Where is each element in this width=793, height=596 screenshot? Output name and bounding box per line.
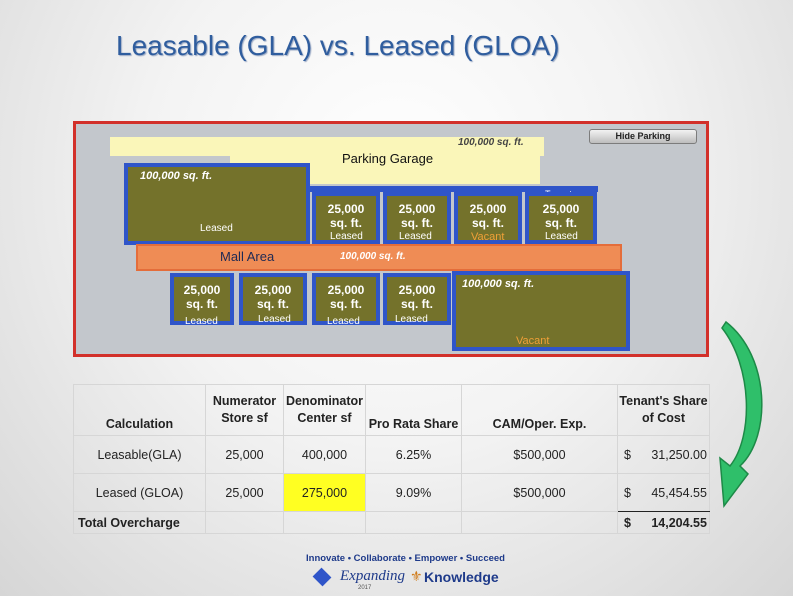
bottom-store-2: 25,000 sq. ft. <box>239 273 307 325</box>
top-store-2: 25,000 sq. ft. <box>383 192 451 244</box>
calculation-table: Calculation Numerator Store sf Denominato… <box>73 384 710 534</box>
top-store-2-area: 25,000 <box>398 202 436 216</box>
bottom-store-1-status: Leased <box>185 316 218 327</box>
anchor-top-area: 100,000 sq. ft. <box>140 170 213 182</box>
top-store-1: 25,000 sq. ft. <box>312 192 380 244</box>
slide-title: Leasable (GLA) vs. Leased (GLOA) <box>116 30 560 61</box>
bottom-store-4-area: 25,000 <box>398 283 436 297</box>
header-calculation: Calculation <box>73 384 206 436</box>
row1-pro: 6.25% <box>365 435 462 474</box>
bottom-store-1: 25,000 sq. ft. <box>170 273 234 325</box>
bottom-store-3: 25,000 sq. ft. <box>312 273 380 325</box>
row2-cam: $500,000 <box>461 473 618 512</box>
anchor-top-status: Leased <box>200 223 233 234</box>
top-store-2-status: Leased <box>399 231 432 242</box>
header-numerator: Numerator Store sf <box>205 384 284 436</box>
top-store-4-area: 25,000 <box>542 202 580 216</box>
top-store-4-unit: sq. ft. <box>545 216 577 230</box>
bottom-store-4-unit: sq. ft. <box>401 297 433 311</box>
logo-word-knowledge: Knowledge <box>424 569 499 585</box>
row1-den: 400,000 <box>283 435 366 474</box>
bottom-store-1-unit: sq. ft. <box>186 297 218 311</box>
row2-den-highlight: 275,000 <box>283 473 366 512</box>
anchor-bottom-area: 100,000 sq. ft. <box>462 278 535 290</box>
fleur-icon: ⚜ <box>410 568 423 584</box>
top-store-1-status: Leased <box>330 231 363 242</box>
row1-share: $31,250.00 <box>617 435 710 474</box>
mall-area-size: 100,000 sq. ft. <box>340 251 406 262</box>
anchor-store-top <box>124 163 310 245</box>
top-store-4: 25,000 sq. ft. <box>525 192 597 244</box>
curved-arrow-icon <box>719 320 763 509</box>
row2-calc: Leased (GLOA) <box>73 473 206 512</box>
hide-parking-button[interactable]: Hide Parking <box>589 129 697 144</box>
top-store-3: 25,000 sq. ft. <box>454 192 522 244</box>
total-row: Total Overcharge $14,204.55 <box>73 511 710 534</box>
total-label: Total Overcharge <box>73 511 206 534</box>
bottom-store-2-area: 25,000 <box>254 283 292 297</box>
anchor-store-bottom <box>452 271 630 351</box>
bottom-store-4-status: Leased <box>395 314 428 325</box>
top-store-4-status: Leased <box>545 231 578 242</box>
upper-corridor <box>308 186 598 192</box>
row1-num: 25,000 <box>205 435 284 474</box>
bottom-store-2-status: Leased <box>258 314 291 325</box>
logo-tagline: Innovate • Collaborate • Empower • Succe… <box>306 553 505 564</box>
row1-cam: $500,000 <box>461 435 618 474</box>
bottom-store-1-area: 25,000 <box>183 283 221 297</box>
logo-cube-icon <box>312 567 332 587</box>
parking-area-label: 100,000 sq. ft. <box>458 137 524 148</box>
total-value: $14,204.55 <box>617 511 710 534</box>
bottom-store-3-status: Leased <box>327 316 360 327</box>
top-store-1-unit: sq. ft. <box>330 216 362 230</box>
top-store-3-area: 25,000 <box>469 202 507 216</box>
bottom-store-2-unit: sq. ft. <box>257 297 289 311</box>
header-pro-rata: Pro Rata Share <box>365 384 462 436</box>
conference-logo: Innovate • Collaborate • Empower • Succe… <box>306 553 505 591</box>
top-store-3-status: Vacant <box>471 231 505 243</box>
bottom-store-4: 25,000 sq. ft. <box>383 273 451 325</box>
table-row: Leasable(GLA) 25,000 400,000 6.25% $500,… <box>73 435 710 474</box>
logo-word-expanding: Expanding <box>340 568 405 584</box>
top-store-1-area: 25,000 <box>327 202 365 216</box>
anchor-bottom-status: Vacant <box>516 335 550 347</box>
bottom-store-3-unit: sq. ft. <box>330 297 362 311</box>
mall-area-label: Mall Area <box>220 249 275 264</box>
parking-garage-label: Parking Garage <box>342 151 434 166</box>
row2-share: $45,454.55 <box>617 473 710 512</box>
row1-calc: Leasable(GLA) <box>73 435 206 474</box>
mall-area <box>136 244 622 271</box>
row2-num: 25,000 <box>205 473 284 512</box>
header-denominator: Denominator Center sf <box>283 384 366 436</box>
table-row: Leased (GLOA) 25,000 275,000 9.09% $500,… <box>73 473 710 512</box>
top-store-2-unit: sq. ft. <box>401 216 433 230</box>
top-store-3-unit: sq. ft. <box>472 216 504 230</box>
bottom-store-3-area: 25,000 <box>327 283 365 297</box>
row2-pro: 9.09% <box>365 473 462 512</box>
header-cam: CAM/Oper. Exp. <box>461 384 618 436</box>
header-tenant-share: Tenant's Share of Cost <box>617 384 710 436</box>
logo-year: 2017 <box>358 585 372 591</box>
